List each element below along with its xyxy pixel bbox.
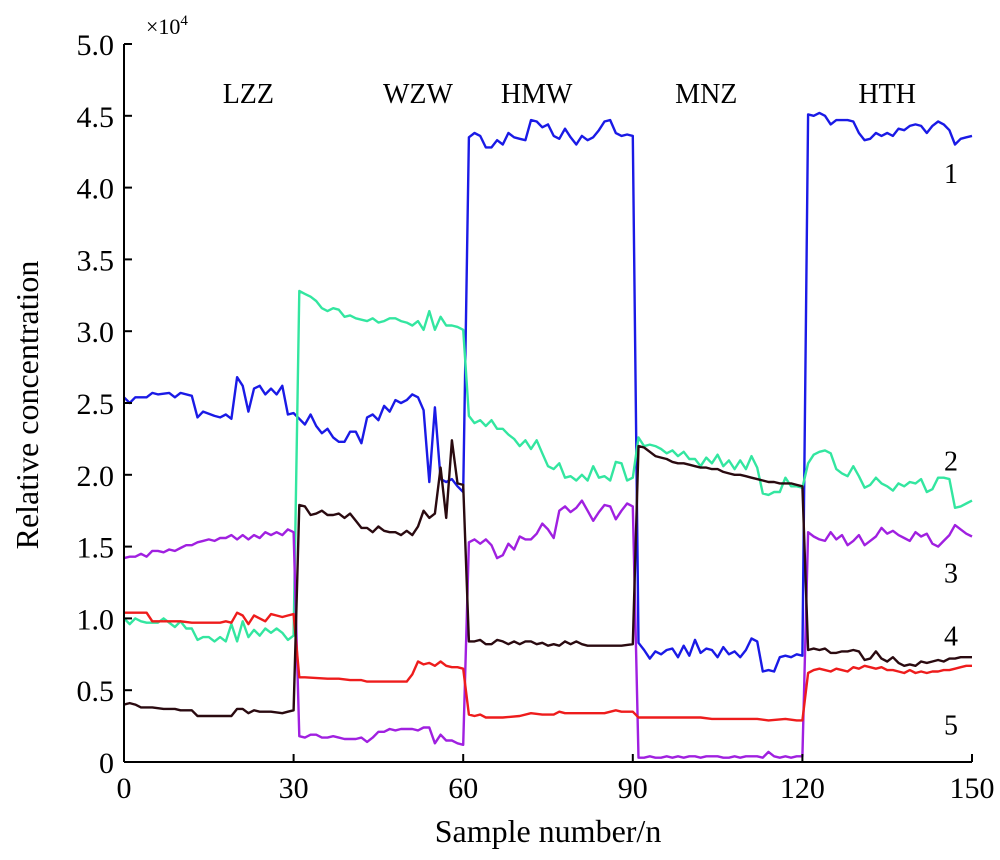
y-tick-label: 0 xyxy=(99,747,114,780)
y-tick-label: 2.0 xyxy=(77,460,115,493)
series-number-label: 2 xyxy=(944,446,958,477)
series-number-labels: 1 2 3 4 5 xyxy=(944,159,958,741)
series-number-label: 4 xyxy=(944,622,958,653)
x-axis-title: Sample number/n xyxy=(435,813,662,849)
series-line-3 xyxy=(123,499,973,759)
y-tick-label: 1.5 xyxy=(77,532,115,565)
y-tick-label: 4.0 xyxy=(77,173,115,206)
y-tick-label: 4.5 xyxy=(77,101,115,134)
group-label: MNZ xyxy=(675,79,737,110)
y-tick-label: 5.0 xyxy=(77,29,115,62)
x-tick-label: 90 xyxy=(618,772,648,805)
y-tick-label: 2.5 xyxy=(77,388,115,421)
y-axis-multiplier: ×104 xyxy=(146,13,188,39)
series-line-1 xyxy=(123,111,973,673)
series-number-label: 1 xyxy=(944,159,958,190)
x-tick-label: 60 xyxy=(448,772,478,805)
y-tick-label: 1.0 xyxy=(77,603,115,636)
y-tick-label: 0.5 xyxy=(77,675,115,708)
y-multiplier-exponent: 4 xyxy=(180,13,188,29)
y-tick-label: 3.0 xyxy=(77,316,115,349)
series-line-5 xyxy=(123,439,972,718)
group-labels: LZZ WZW HMW MNZ HTH xyxy=(223,79,916,110)
x-tick-label: 30 xyxy=(279,772,309,805)
series-number-label: 3 xyxy=(944,558,958,589)
group-label: LZZ xyxy=(223,79,274,110)
series-number-label: 5 xyxy=(944,711,958,742)
y-multiplier-base: ×10 xyxy=(146,14,180,39)
group-label: HMW xyxy=(501,79,573,110)
y-tick-label: 3.5 xyxy=(77,244,115,277)
series-line-2 xyxy=(123,289,973,643)
group-label: HTH xyxy=(858,79,916,110)
x-tick-label: 150 xyxy=(950,772,995,805)
x-ticks: 0 30 60 90 120 150 xyxy=(117,754,995,805)
group-label: WZW xyxy=(383,79,454,110)
x-tick-label: 0 xyxy=(117,772,132,805)
x-tick-label: 120 xyxy=(780,772,825,805)
y-ticks: 0 0.5 1.0 1.5 2.0 2.5 3.0 3.5 4.0 4.5 5.0 xyxy=(77,29,132,780)
series-layer xyxy=(123,111,973,759)
y-axis-title: Relative concentration xyxy=(9,261,45,550)
series-line-4 xyxy=(124,611,972,722)
